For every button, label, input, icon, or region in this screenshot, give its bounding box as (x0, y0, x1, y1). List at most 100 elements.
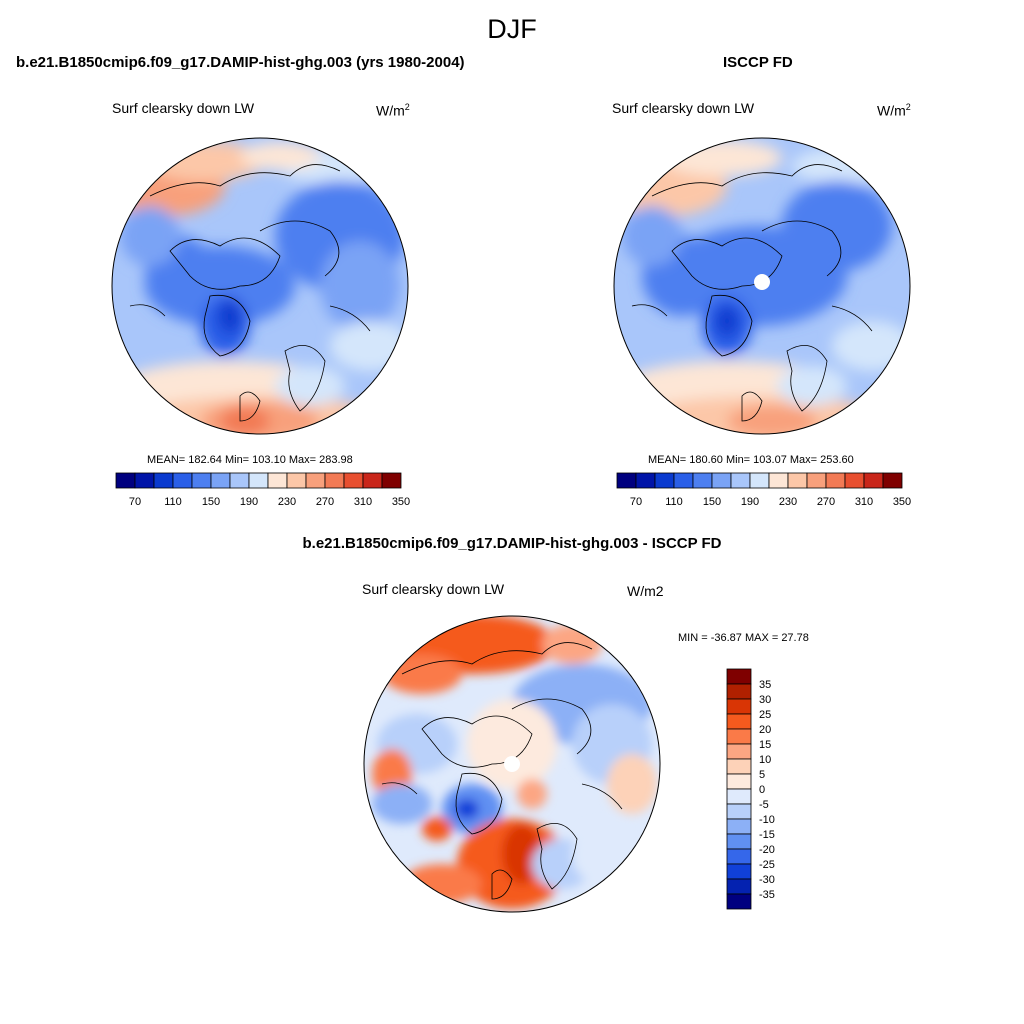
model-colorbar-box (210, 472, 231, 489)
obs-colorbar-box (844, 472, 865, 489)
diff-colorbar-boxes (726, 668, 752, 910)
model-stats: MEAN= 182.64 Min= 103.10 Max= 283.98 (147, 454, 353, 466)
model-variable-label: Surf clearsky down LW (112, 100, 255, 116)
diff-colorbar-box (726, 848, 752, 865)
diff-colorbar-box (726, 893, 752, 910)
diff-colorbar-label: 5 (759, 769, 765, 781)
obs-colorbar-box (787, 472, 808, 489)
obs-colorbar-box (711, 472, 732, 489)
diff-colorbar-label: 10 (759, 754, 771, 766)
diff-colorbar-box (726, 728, 752, 745)
diff-colorbar-label: -30 (759, 874, 775, 886)
model-colorbar-label: 190 (240, 496, 258, 508)
obs-colorbar-box (768, 472, 789, 489)
obs-colorbar-label: 310 (855, 496, 873, 508)
model-colorbar-label: 350 (392, 496, 410, 508)
diff-colorbar-label: 20 (759, 724, 771, 736)
diff-colorbar-label: -5 (759, 799, 769, 811)
diff-colorbar-box (726, 803, 752, 820)
obs-colorbar-box (730, 472, 751, 489)
diff-colorbar-labels: 35 30 25 20 15 10 5 0 -5 -10 -15 -20 -25 -30 -35 (759, 679, 775, 901)
model-colorbar-box (229, 472, 250, 489)
obs-colorbar-label: 150 (703, 496, 721, 508)
diff-colorbar-box (726, 713, 752, 730)
model-colorbar-label: 230 (278, 496, 296, 508)
model-colorbar-box (381, 472, 402, 489)
obs-colorbar-box (616, 472, 637, 489)
obs-polar-map (613, 137, 911, 435)
diff-stats: MIN = -36.87 MAX = 27.78 (678, 632, 809, 644)
model-colorbar-label: 150 (202, 496, 220, 508)
diff-colorbar: 35 30 25 20 15 10 5 0 -5 -10 -15 -20 -25 -30 -35 (726, 668, 775, 910)
model-colorbar: 70 110 150 190 230 270 310 350 (115, 472, 410, 508)
model-colorbar-box (324, 472, 345, 489)
obs-variable-label: Surf clearsky down LW (612, 100, 755, 116)
obs-colorbar-label: 230 (779, 496, 797, 508)
diff-variable-label: Surf clearsky down LW (362, 581, 505, 597)
diff-colorbar-box (726, 668, 752, 685)
diff-colorbar-box (726, 698, 752, 715)
diff-colorbar-box (726, 773, 752, 790)
obs-colorbar-box (825, 472, 846, 489)
obs-colorbar-boxes (616, 472, 903, 489)
diff-colorbar-box (726, 833, 752, 850)
model-colorbar-box (191, 472, 212, 489)
obs-units: W/m2 (877, 102, 911, 119)
model-colorbar-box (362, 472, 383, 489)
obs-colorbar-box (882, 472, 903, 489)
obs-colorbar-labels: 70 110 150 190 230 270 310 350 (630, 496, 911, 508)
model-colorbar-box (134, 472, 155, 489)
diff-colorbar-label: -35 (759, 889, 775, 901)
model-colorbar-box (248, 472, 269, 489)
diff-colorbar-label: 0 (759, 784, 765, 796)
diff-units: W/m2 (627, 583, 664, 599)
model-colorbar-label: 70 (129, 496, 141, 508)
obs-colorbar-box (654, 472, 675, 489)
model-colorbar-labels: 70 110 150 190 230 270 310 350 (129, 496, 410, 508)
obs-stats: MEAN= 180.60 Min= 103.07 Max= 253.60 (648, 454, 854, 466)
obs-colorbar-label: 70 (630, 496, 642, 508)
diff-colorbar-label: -15 (759, 829, 775, 841)
diff-colorbar-label: 15 (759, 739, 771, 751)
obs-colorbar-box (692, 472, 713, 489)
model-panel-title: b.e21.B1850cmip6.f09_g17.DAMIP-hist-ghg.… (16, 54, 465, 71)
diff-colorbar-box (726, 788, 752, 805)
model-colorbar-box (267, 472, 288, 489)
model-units: W/m2 (376, 102, 410, 119)
model-colorbar-label: 270 (316, 496, 334, 508)
diff-colorbar-box (726, 758, 752, 775)
diff-colorbar-box (726, 683, 752, 700)
diff-colorbar-label: 30 (759, 694, 771, 706)
diff-colorbar-label: -20 (759, 844, 775, 856)
obs-colorbar-label: 270 (817, 496, 835, 508)
obs-colorbar: 70 110 150 190 230 270 310 350 (616, 472, 911, 508)
diff-polar-map (363, 615, 661, 913)
model-colorbar-box (343, 472, 364, 489)
diff-colorbar-box (726, 863, 752, 880)
model-colorbar-box (172, 472, 193, 489)
diff-colorbar-label: -25 (759, 859, 775, 871)
obs-colorbar-label: 110 (665, 496, 683, 508)
model-colorbar-box (286, 472, 307, 489)
diff-colorbar-box (726, 878, 752, 895)
diff-colorbar-label: 35 (759, 679, 771, 691)
obs-colorbar-box (635, 472, 656, 489)
obs-colorbar-label: 190 (741, 496, 759, 508)
obs-colorbar-box (806, 472, 827, 489)
diff-pole-gap (504, 756, 520, 772)
figure-title: DJF (487, 14, 537, 44)
diff-colorbar-label: 25 (759, 709, 771, 721)
obs-colorbar-box (673, 472, 694, 489)
obs-colorbar-box (749, 472, 770, 489)
model-colorbar-label: 310 (354, 496, 372, 508)
diff-panel-title: b.e21.B1850cmip6.f09_g17.DAMIP-hist-ghg.… (302, 535, 722, 552)
obs-panel-title: ISCCP FD (723, 54, 793, 71)
obs-pole-gap (754, 274, 770, 290)
obs-colorbar-label: 350 (893, 496, 911, 508)
obs-colorbar-box (863, 472, 884, 489)
model-colorbar-boxes (115, 472, 402, 489)
diff-colorbar-label: -10 (759, 814, 775, 826)
model-colorbar-box (115, 472, 136, 489)
model-colorbar-box (153, 472, 174, 489)
model-colorbar-label: 110 (164, 496, 182, 508)
